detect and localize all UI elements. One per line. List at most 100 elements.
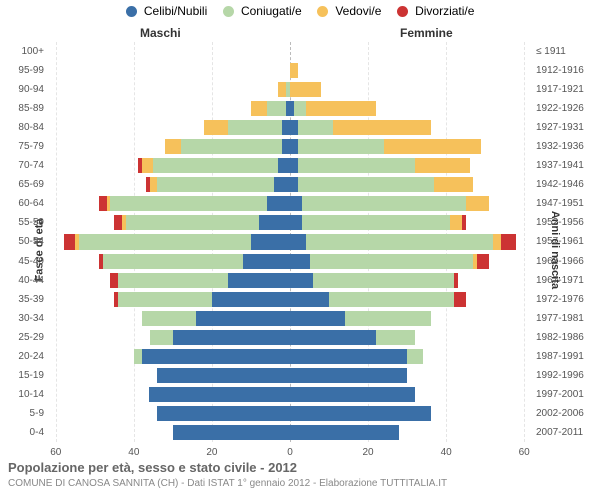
- bar-male: [251, 101, 290, 116]
- bar-segment: [466, 196, 489, 211]
- bar-segment: [302, 196, 466, 211]
- bar-male: [173, 425, 290, 440]
- birth-label: 1952-1956: [532, 213, 600, 232]
- pyramid-row: 80-841927-1931: [48, 118, 532, 137]
- pyramid-row: 30-341977-1981: [48, 309, 532, 328]
- bar-male: [110, 273, 290, 288]
- pyramid-row: 85-891922-1926: [48, 99, 532, 118]
- age-label: 60-64: [0, 194, 48, 213]
- age-label: 70-74: [0, 156, 48, 175]
- birth-label: 1937-1941: [532, 156, 600, 175]
- birth-label: 1922-1926: [532, 99, 600, 118]
- bar-male: [157, 368, 290, 383]
- bar-segment: [157, 177, 274, 192]
- bar-segment: [212, 292, 290, 307]
- bar-segment: [114, 215, 122, 230]
- bar-segment: [165, 139, 181, 154]
- bar-segment: [329, 292, 454, 307]
- bar-segment: [290, 368, 407, 383]
- bar-segment: [267, 196, 290, 211]
- bar-female: [290, 120, 431, 135]
- bar-segment: [110, 196, 266, 211]
- birth-label: 1947-1951: [532, 194, 600, 213]
- legend-item-divorziati: Divorziati/e: [397, 4, 475, 18]
- age-label: 90-94: [0, 80, 48, 99]
- bar-segment: [150, 177, 158, 192]
- bar-female: [290, 273, 458, 288]
- bar-segment: [290, 425, 399, 440]
- bar-male: [149, 387, 290, 402]
- legend-swatch: [223, 6, 234, 17]
- bar-segment: [290, 196, 302, 211]
- age-label: 30-34: [0, 309, 48, 328]
- bar-segment: [282, 120, 290, 135]
- pyramid-row: 5-92002-2006: [48, 404, 532, 423]
- birth-label: 2007-2011: [532, 423, 600, 442]
- bar-male: [134, 349, 290, 364]
- bar-female: [290, 311, 431, 326]
- bar-segment: [290, 292, 329, 307]
- legend: Celibi/Nubili Coniugati/e Vedovi/e Divor…: [0, 4, 600, 18]
- legend-swatch: [126, 6, 137, 17]
- bar-segment: [290, 406, 431, 421]
- x-tick: 40: [441, 447, 452, 458]
- bar-segment: [310, 254, 474, 269]
- age-label: 95-99: [0, 61, 48, 80]
- bar-male: [64, 234, 290, 249]
- pyramid-row: 60-641947-1951: [48, 194, 532, 213]
- bar-segment: [278, 158, 290, 173]
- bar-female: [290, 101, 376, 116]
- bar-segment: [345, 311, 431, 326]
- age-label: 50-54: [0, 232, 48, 251]
- bar-segment: [134, 349, 142, 364]
- bar-segment: [251, 234, 290, 249]
- bar-segment: [290, 330, 376, 345]
- bar-segment: [290, 349, 407, 364]
- age-label: 5-9: [0, 404, 48, 423]
- bar-segment: [477, 254, 489, 269]
- legend-label: Vedovi/e: [335, 4, 381, 18]
- bar-segment: [228, 273, 290, 288]
- bar-male: [165, 139, 290, 154]
- age-label: 75-79: [0, 137, 48, 156]
- legend-item-coniugati: Coniugati/e: [223, 4, 302, 18]
- age-label: 100+: [0, 42, 48, 61]
- pyramid-row: 70-741937-1941: [48, 156, 532, 175]
- bar-male: [114, 292, 290, 307]
- bar-segment: [126, 215, 259, 230]
- birth-label: 1927-1931: [532, 118, 600, 137]
- bar-segment: [278, 82, 286, 97]
- birth-label: 1972-1976: [532, 290, 600, 309]
- bar-female: [290, 368, 407, 383]
- bar-segment: [79, 234, 251, 249]
- bar-segment: [306, 101, 376, 116]
- x-tick: 0: [287, 447, 293, 458]
- bar-segment: [149, 387, 290, 402]
- age-label: 55-59: [0, 213, 48, 232]
- pyramid-row: 95-991912-1916: [48, 61, 532, 80]
- bar-segment: [290, 273, 313, 288]
- pyramid-row: 55-591952-1956: [48, 213, 532, 232]
- pyramid-row: 90-941917-1921: [48, 80, 532, 99]
- bar-segment: [173, 330, 290, 345]
- bar-segment: [454, 273, 458, 288]
- pyramid-row: 25-291982-1986: [48, 328, 532, 347]
- pyramid-row: 35-391972-1976: [48, 290, 532, 309]
- birth-label: ≤ 1911: [532, 42, 600, 61]
- bar-male: [150, 330, 291, 345]
- bar-segment: [110, 273, 118, 288]
- age-label: 45-49: [0, 252, 48, 271]
- pyramid-row: 65-691942-1946: [48, 175, 532, 194]
- bar-segment: [294, 101, 306, 116]
- bar-segment: [298, 120, 333, 135]
- pyramid-row: 100+≤ 1911: [48, 42, 532, 61]
- bar-segment: [290, 177, 298, 192]
- bar-segment: [196, 311, 290, 326]
- bar-segment: [118, 273, 227, 288]
- pyramid-row: 15-191992-1996: [48, 366, 532, 385]
- bar-segment: [290, 234, 306, 249]
- legend-label: Celibi/Nubili: [144, 4, 207, 18]
- bar-segment: [173, 425, 290, 440]
- age-label: 0-4: [0, 423, 48, 442]
- bar-segment: [290, 158, 298, 173]
